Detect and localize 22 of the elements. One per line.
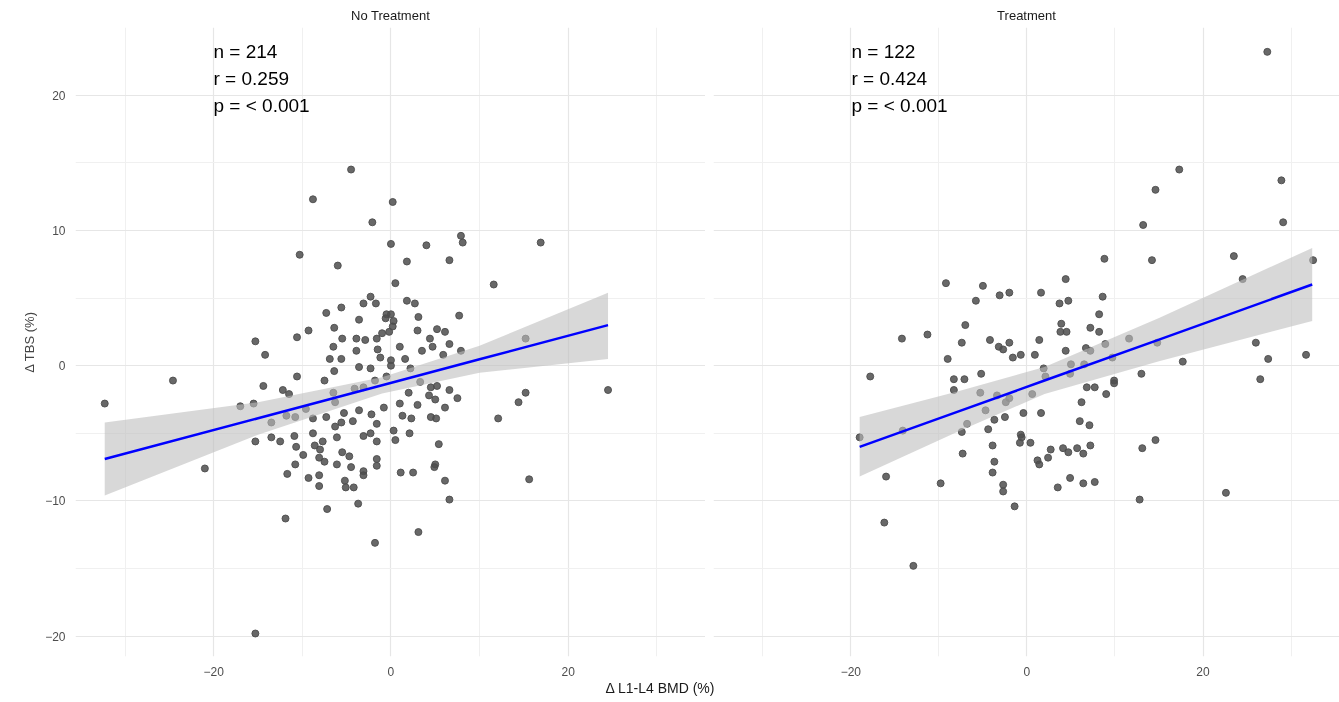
x-tick-label: 0 — [387, 664, 395, 679]
annotation: n = 122 — [851, 40, 916, 62]
y-tick-label: −10 — [45, 494, 66, 509]
annotation: p = < 0.001 — [213, 94, 310, 116]
y-tick-label: 0 — [58, 359, 66, 374]
annotation: p = < 0.001 — [851, 94, 948, 116]
x-tick-label: 20 — [561, 664, 576, 679]
annotation: n = 214 — [213, 40, 278, 62]
chart-title: Treatment — [997, 7, 1057, 23]
chart-title: No Treatment — [351, 7, 431, 23]
y-tick-label: 10 — [52, 223, 66, 238]
x-axis-title: Δ L1-L4 BMD (%) — [605, 679, 715, 698]
line-series — [103, 323, 610, 461]
annotation: r = 0.424 — [851, 67, 928, 89]
y-axis-title: Δ TBS (%) — [22, 312, 38, 373]
y-tick-label: −20 — [45, 629, 66, 644]
x-tick-label: −20 — [840, 664, 862, 679]
x-tick-label: −20 — [203, 664, 225, 679]
x-tick-label: 20 — [1196, 664, 1211, 679]
x-tick-label: 0 — [1023, 664, 1031, 679]
y-tick-label: 20 — [52, 88, 66, 103]
annotation: r = 0.259 — [213, 67, 290, 89]
